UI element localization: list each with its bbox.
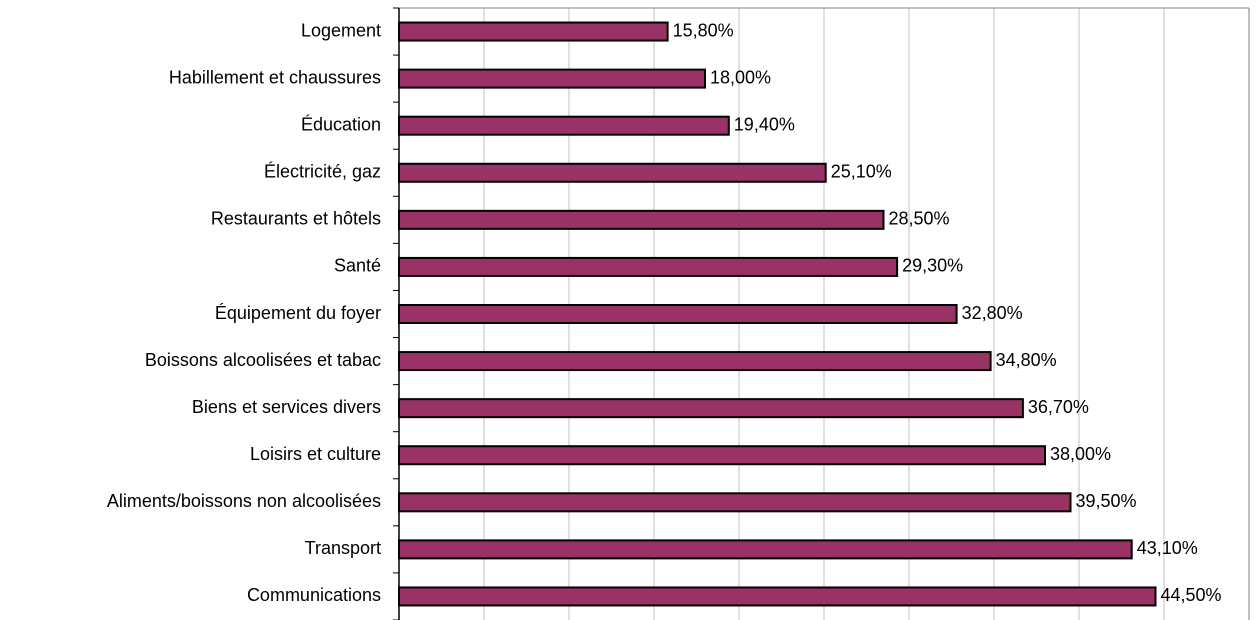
bar xyxy=(398,68,706,89)
y-tick-label: Restaurants et hôtels xyxy=(211,209,381,229)
y-tick-label: Logement xyxy=(301,20,381,40)
y-tick-label: Équipement du foyer xyxy=(215,303,381,323)
value-label: 43,10% xyxy=(1137,538,1198,558)
value-label: 34,80% xyxy=(996,350,1057,370)
value-label: 39,50% xyxy=(1076,491,1137,511)
value-label: 28,50% xyxy=(889,209,950,229)
bar xyxy=(398,304,958,324)
y-tick-label: Communications xyxy=(247,585,381,605)
bar xyxy=(398,351,992,372)
y-tick-label: Aliments/boissons non alcoolisées xyxy=(107,491,381,511)
value-label: 44,50% xyxy=(1161,585,1222,605)
value-label: 29,30% xyxy=(902,256,963,276)
y-tick-label: Électricité, gaz xyxy=(264,162,381,182)
y-tick-label: Habillement et chaussures xyxy=(169,67,381,87)
value-label: 38,00% xyxy=(1050,444,1111,464)
bar xyxy=(398,21,669,42)
value-label: 32,80% xyxy=(962,303,1023,323)
bar xyxy=(398,492,1072,513)
bar xyxy=(398,398,1024,419)
y-tick-label: Santé xyxy=(334,256,381,276)
value-label: 36,70% xyxy=(1028,397,1089,417)
bar xyxy=(398,539,1133,560)
value-label: 19,40% xyxy=(734,114,795,134)
y-tick-label: Éducation xyxy=(301,114,381,134)
bar xyxy=(398,445,1046,466)
y-tick-label: Transport xyxy=(305,538,381,558)
y-tick-label: Boissons alcoolisées et tabac xyxy=(145,350,381,370)
bar xyxy=(398,586,1157,607)
value-label: 15,80% xyxy=(673,20,734,40)
value-label: 25,10% xyxy=(831,162,892,182)
bar xyxy=(398,115,730,136)
y-tick-label: Biens et services divers xyxy=(192,397,381,417)
bar xyxy=(398,209,885,230)
y-tick-label: Loisirs et culture xyxy=(250,444,381,464)
bar xyxy=(398,162,827,183)
value-label: 18,00% xyxy=(710,67,771,87)
bar xyxy=(398,256,899,277)
